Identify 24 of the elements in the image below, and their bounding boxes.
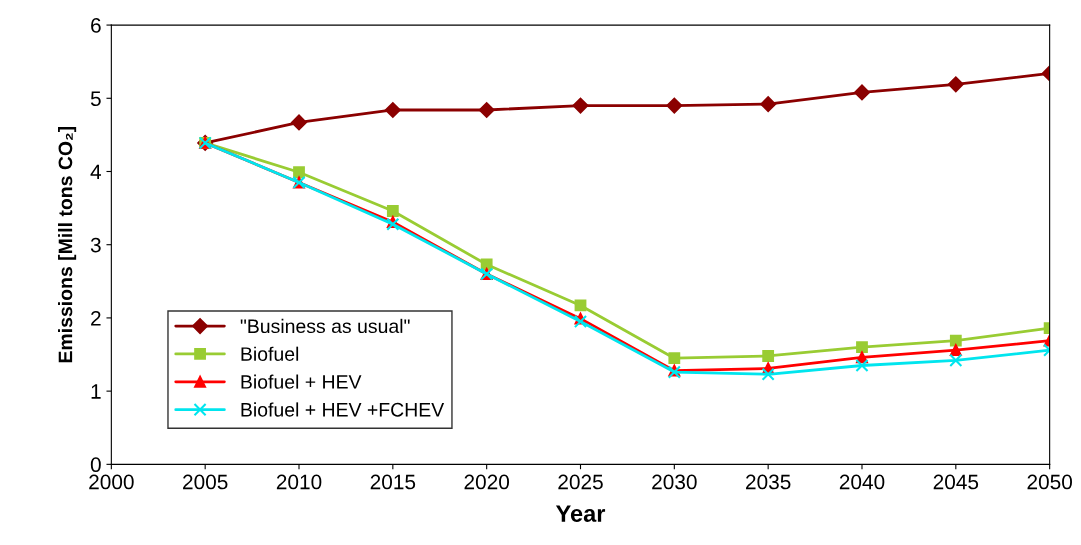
x-tick-label: 2000 xyxy=(89,474,134,490)
y-tick-label: 4 xyxy=(90,164,102,180)
y-tick-label: 5 xyxy=(90,91,101,107)
x-tick-label: 2045 xyxy=(933,474,979,490)
x-tick-label: 2050 xyxy=(1027,474,1073,490)
y-tick-label: 0 xyxy=(90,457,101,473)
y-tick-label: 2 xyxy=(91,310,101,326)
y-tick-label: 3 xyxy=(90,237,101,253)
y-axis-title: Emissions [Mill tons CO₂] xyxy=(58,126,77,363)
x-tick-label: 2005 xyxy=(183,474,228,490)
x-tick-label: 2010 xyxy=(276,474,322,490)
y-tick-label: 6 xyxy=(91,18,101,33)
x-tick-label: 2035 xyxy=(746,474,791,490)
x-tick-label: 2030 xyxy=(652,474,697,490)
legend-label: Biofuel + HEV xyxy=(241,374,362,389)
legend-label: Biofuel xyxy=(241,346,299,361)
legend-label: "Business as usual" xyxy=(240,318,410,334)
legend-label: Biofuel + HEV +FCHEV xyxy=(241,402,445,417)
y-tick-label: 1 xyxy=(91,384,101,399)
x-tick-label: 2025 xyxy=(558,474,603,490)
x-axis-title: Year xyxy=(555,505,606,522)
x-tick-label: 2015 xyxy=(370,474,416,490)
x-tick-label: 2040 xyxy=(839,474,885,490)
x-tick-label: 2020 xyxy=(464,474,510,490)
